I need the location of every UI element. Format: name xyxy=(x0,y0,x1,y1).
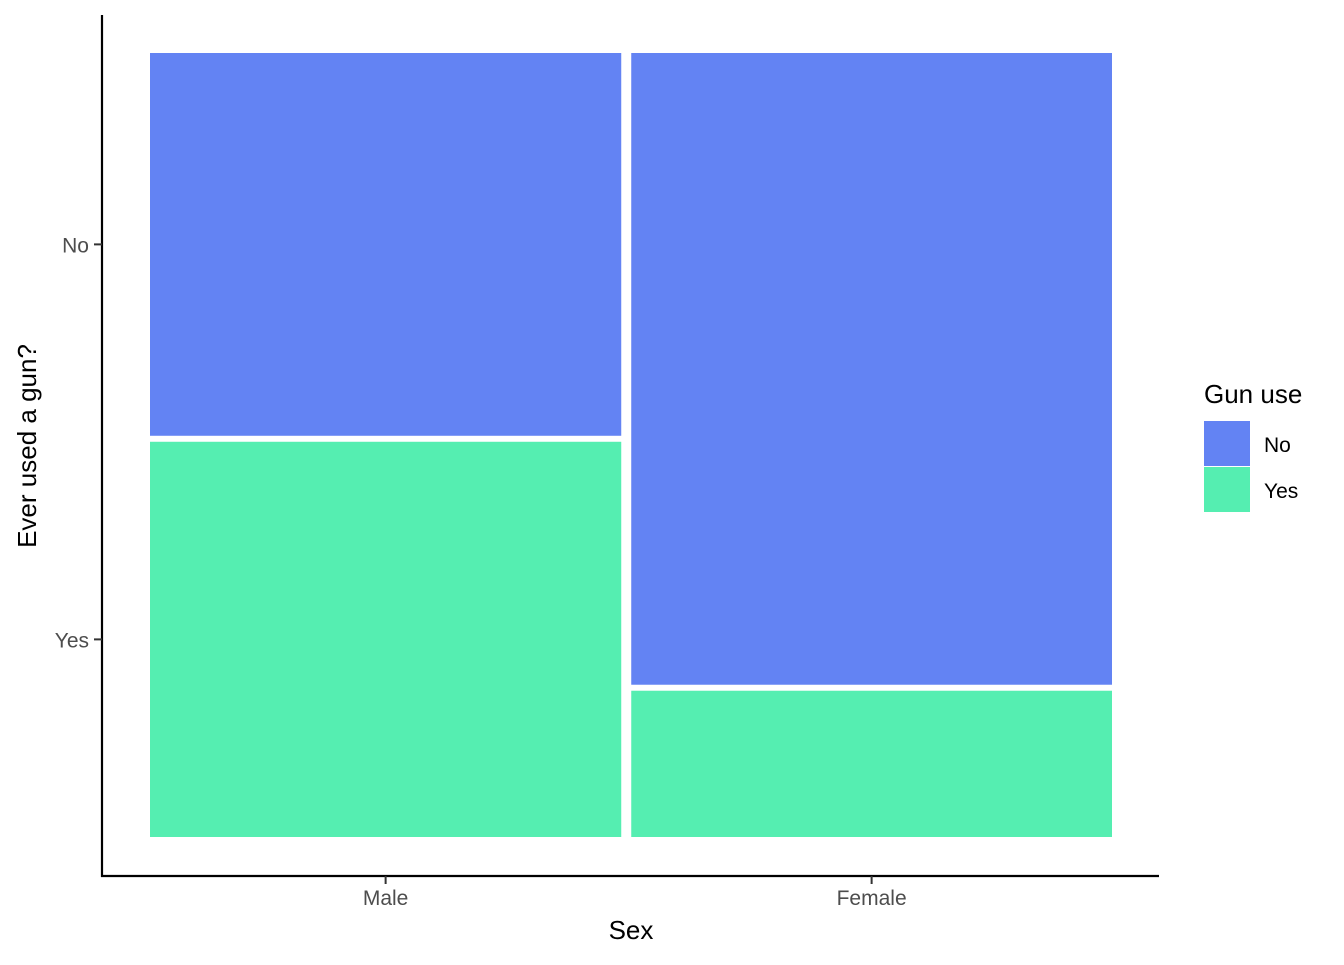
y-tick-label: Yes xyxy=(55,629,89,652)
tile-male-yes xyxy=(150,441,622,837)
tile-female-yes xyxy=(631,690,1112,837)
legend-swatch-no xyxy=(1204,421,1250,466)
y-axis-title: Ever used a gun? xyxy=(12,344,42,548)
x-tick-label: Male xyxy=(363,887,409,910)
legend-title: Gun use xyxy=(1204,379,1302,409)
legend-label-yes: Yes xyxy=(1264,480,1298,503)
x-ticks: Male Female xyxy=(363,876,907,910)
legend-swatch-yes xyxy=(1204,467,1250,512)
tile-male-no xyxy=(150,53,622,436)
legend-label-no: No xyxy=(1264,434,1291,457)
mosaic-tiles xyxy=(150,53,1112,837)
tile-female-no xyxy=(631,53,1112,685)
x-axis-title: Sex xyxy=(609,915,654,945)
y-tick-label: No xyxy=(62,234,89,257)
y-ticks: No Yes xyxy=(55,234,102,652)
x-tick-label: Female xyxy=(837,887,907,910)
legend: Gun use No Yes xyxy=(1204,379,1302,512)
